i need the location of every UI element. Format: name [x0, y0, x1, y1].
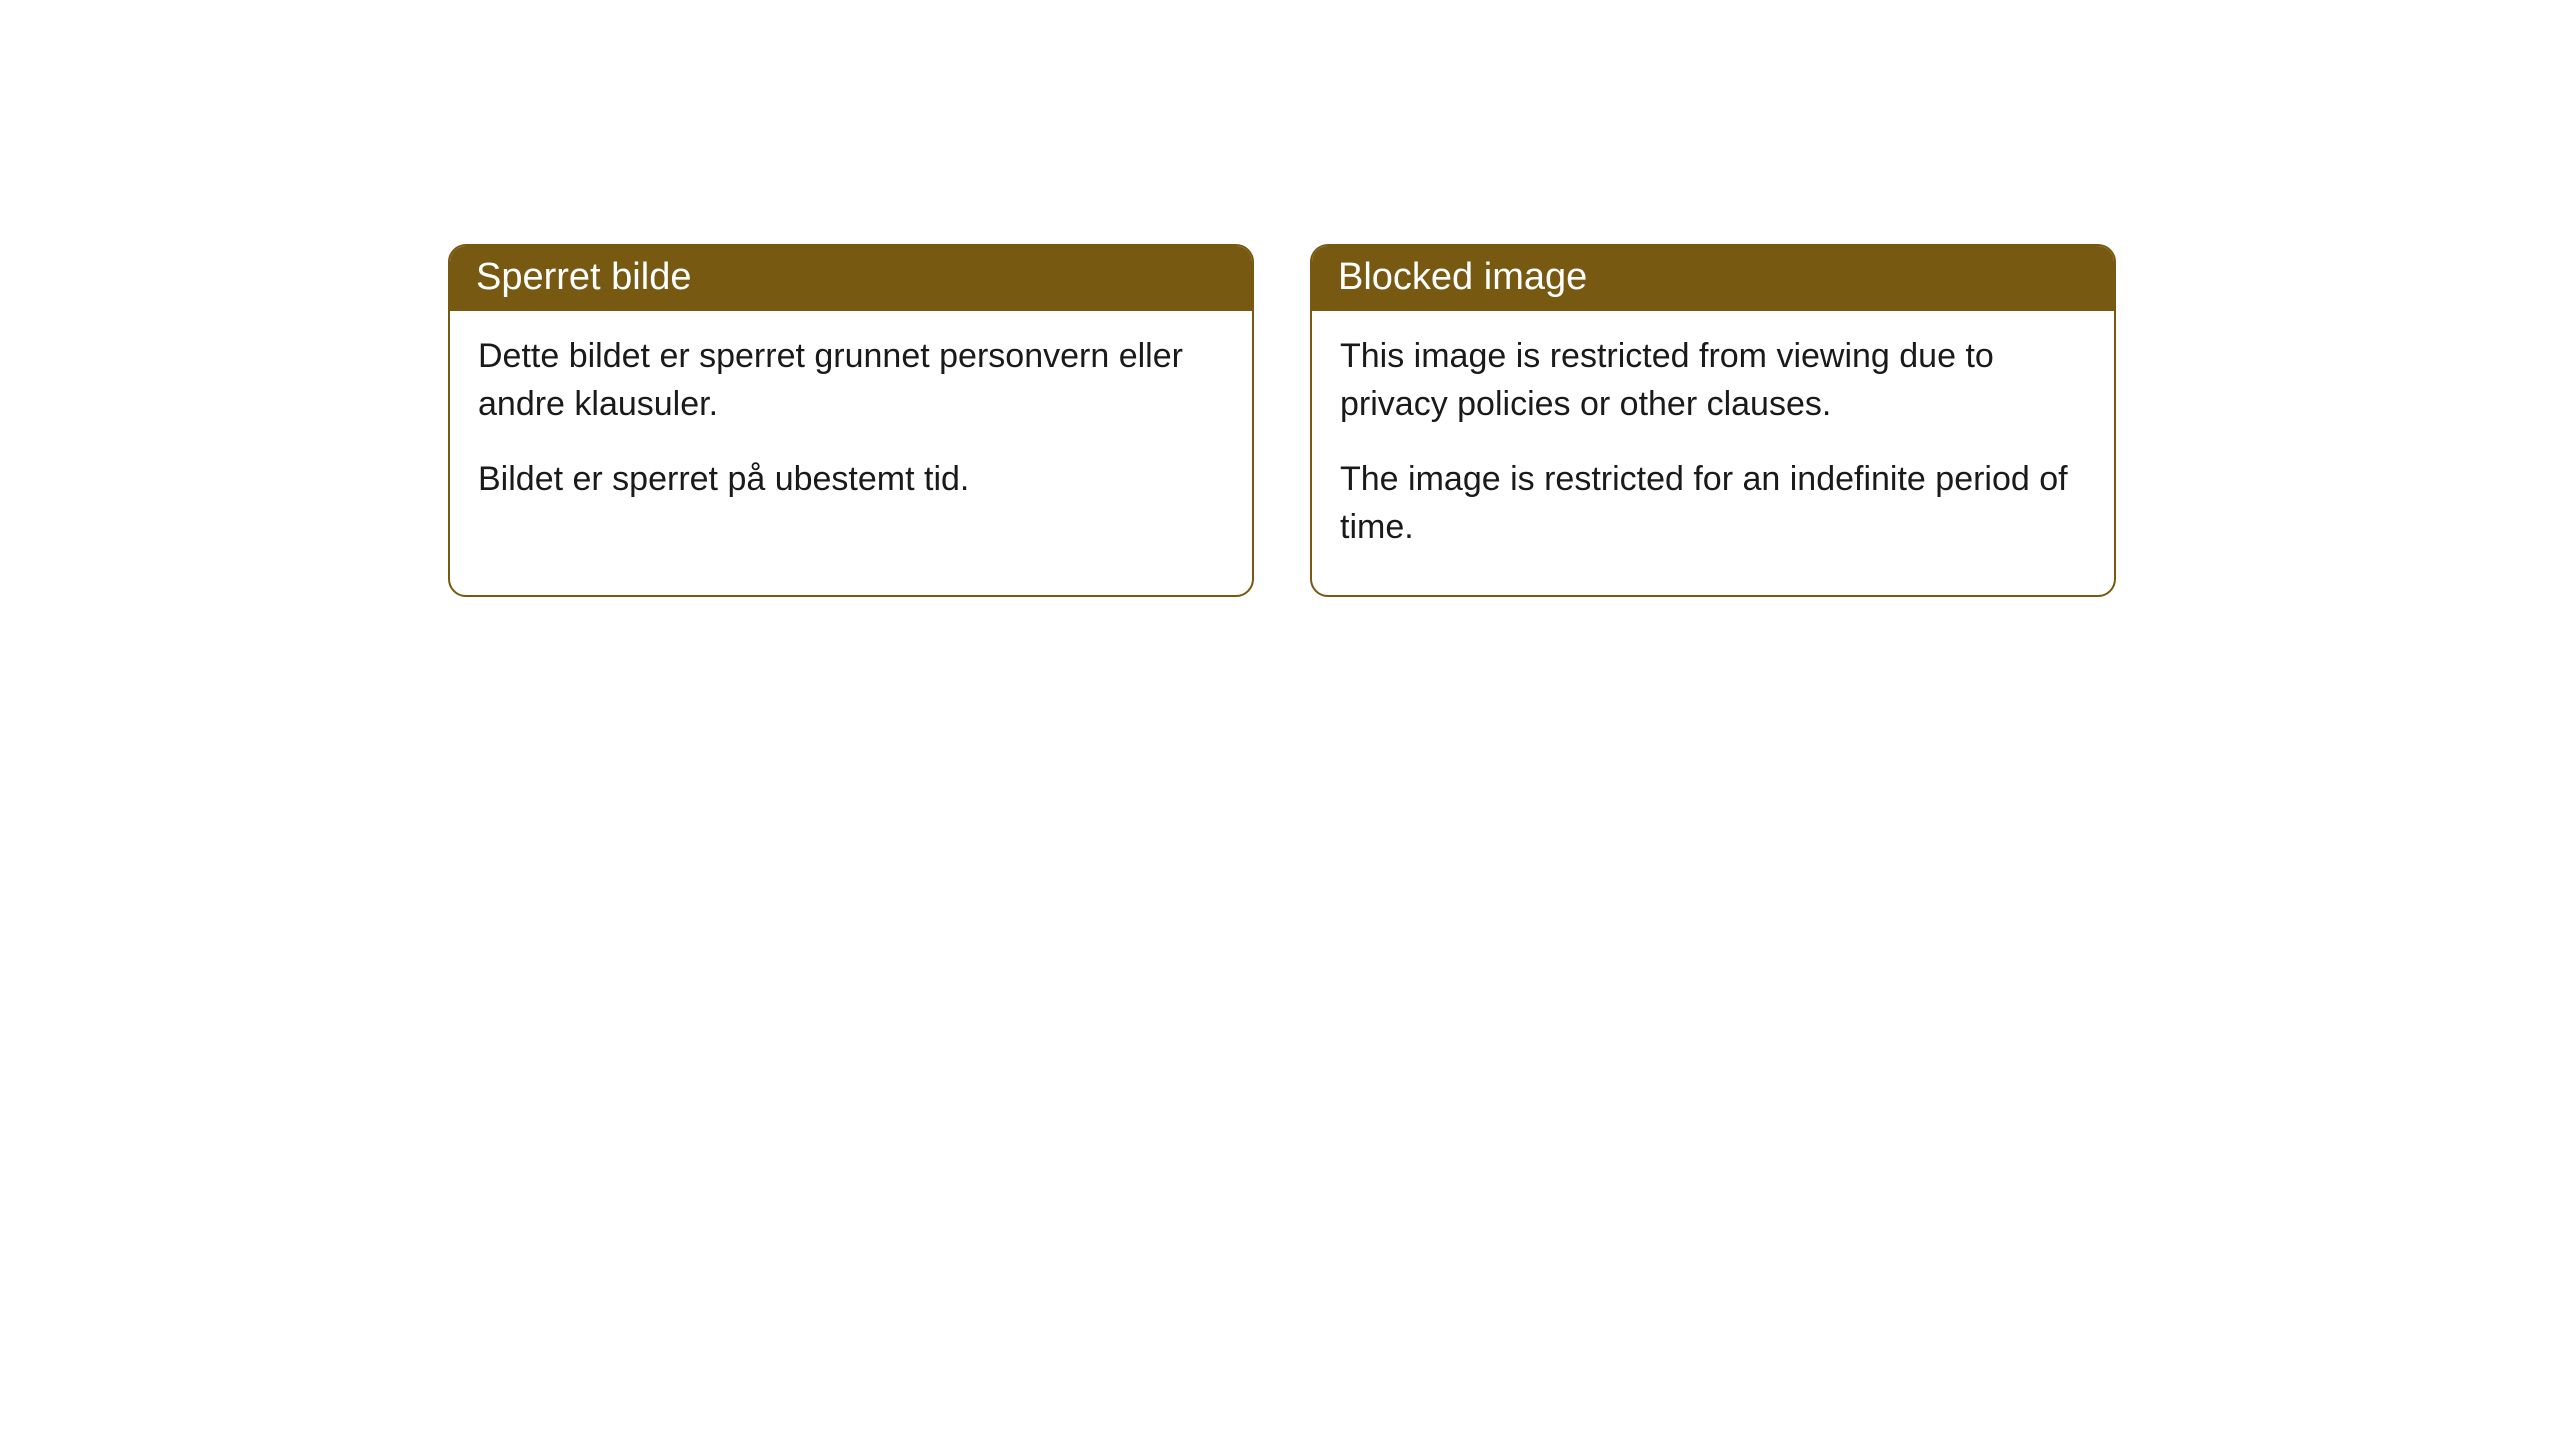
- card-body-english: This image is restricted from viewing du…: [1312, 311, 2114, 595]
- card-body-norwegian: Dette bildet er sperret grunnet personve…: [450, 311, 1252, 548]
- blocked-image-card-norwegian: Sperret bilde Dette bildet er sperret gr…: [448, 244, 1254, 597]
- card-title-norwegian: Sperret bilde: [476, 256, 691, 298]
- blocked-image-card-english: Blocked image This image is restricted f…: [1310, 244, 2116, 597]
- card-text-norwegian-1: Dette bildet er sperret grunnet personve…: [478, 333, 1224, 428]
- card-title-english: Blocked image: [1338, 256, 1587, 298]
- card-header-norwegian: Sperret bilde: [450, 246, 1252, 311]
- card-text-norwegian-2: Bildet er sperret på ubestemt tid.: [478, 456, 1224, 504]
- card-header-english: Blocked image: [1312, 246, 2114, 311]
- card-text-english-1: This image is restricted from viewing du…: [1340, 333, 2086, 428]
- card-text-english-2: The image is restricted for an indefinit…: [1340, 456, 2086, 551]
- notice-cards-container: Sperret bilde Dette bildet er sperret gr…: [448, 244, 2116, 597]
